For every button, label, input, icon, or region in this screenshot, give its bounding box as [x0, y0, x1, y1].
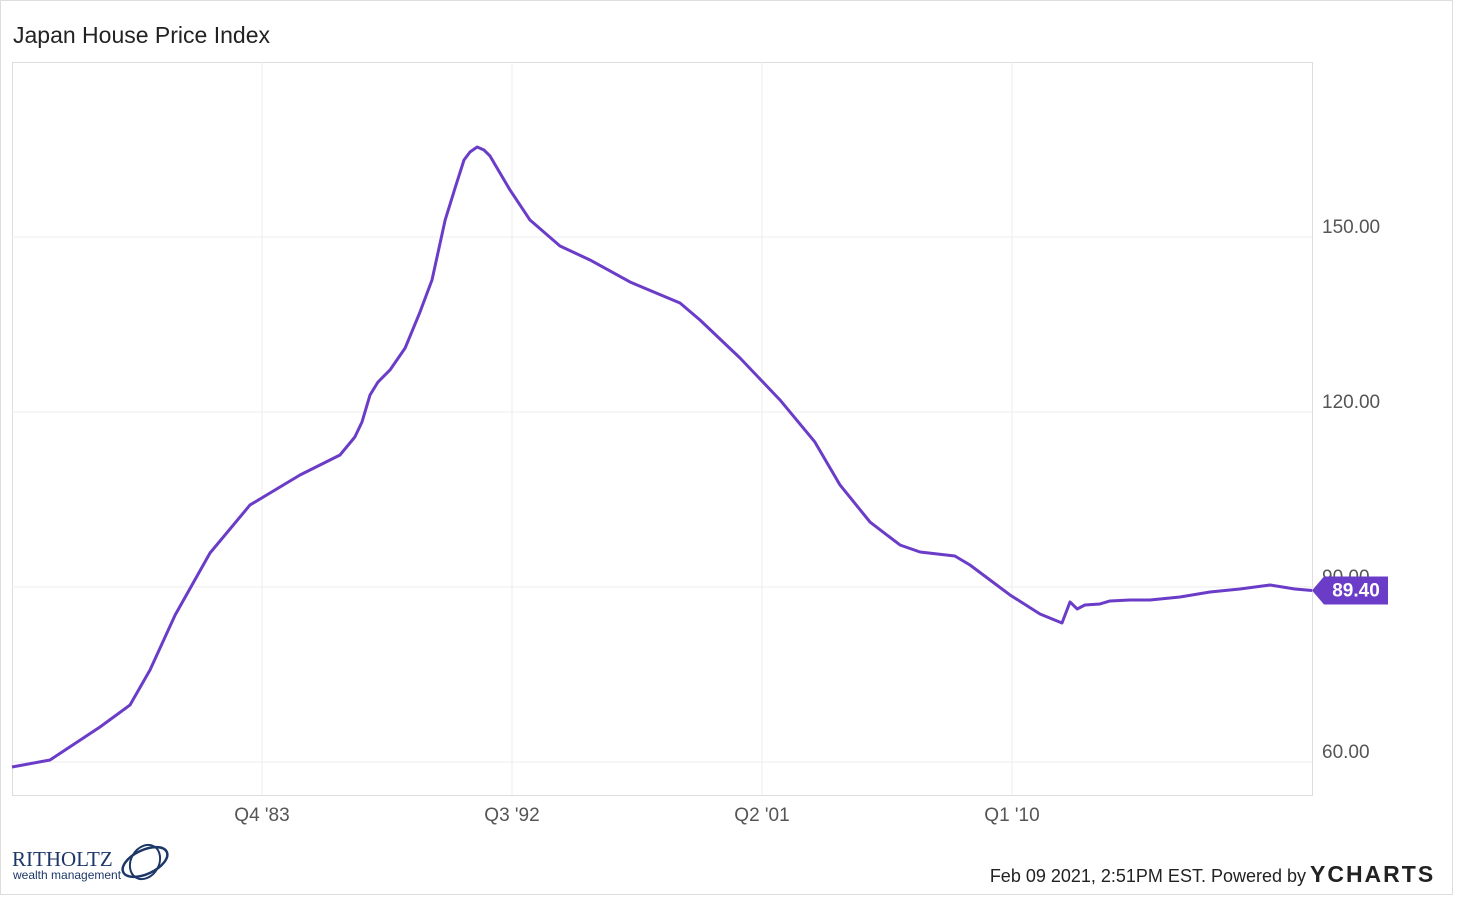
y-tick-label: 120.00 — [1322, 392, 1380, 413]
plot-frame — [12, 62, 1313, 796]
x-tick-label: Q2 '01 — [734, 805, 789, 826]
line — [11, 145, 1313, 769]
x-tick-label: Q1 '10 — [984, 805, 1039, 826]
timestamp: Feb 09 2021, 2:51PM EST. Powered by — [990, 866, 1306, 886]
y-tick-label: 60.00 — [1322, 742, 1370, 763]
x-tick-label: Q4 '83 — [234, 805, 289, 826]
logo-swirl — [128, 843, 162, 881]
logo: RITHOLTZ wealth management — [12, 843, 169, 882]
chart-title: Japan House Price Index — [13, 22, 270, 48]
x-tick-label: Q3 '92 — [484, 805, 539, 826]
brand: YCHARTS — [1310, 861, 1435, 887]
value-badge — [1312, 576, 1388, 605]
logo-name: RITHOLTZ — [12, 847, 113, 871]
y-tick-label: 150.00 — [1322, 217, 1380, 238]
value-label: 89.40 — [1332, 581, 1380, 602]
logo-sub: wealth management — [12, 868, 122, 882]
logo-swirl — [121, 845, 169, 879]
